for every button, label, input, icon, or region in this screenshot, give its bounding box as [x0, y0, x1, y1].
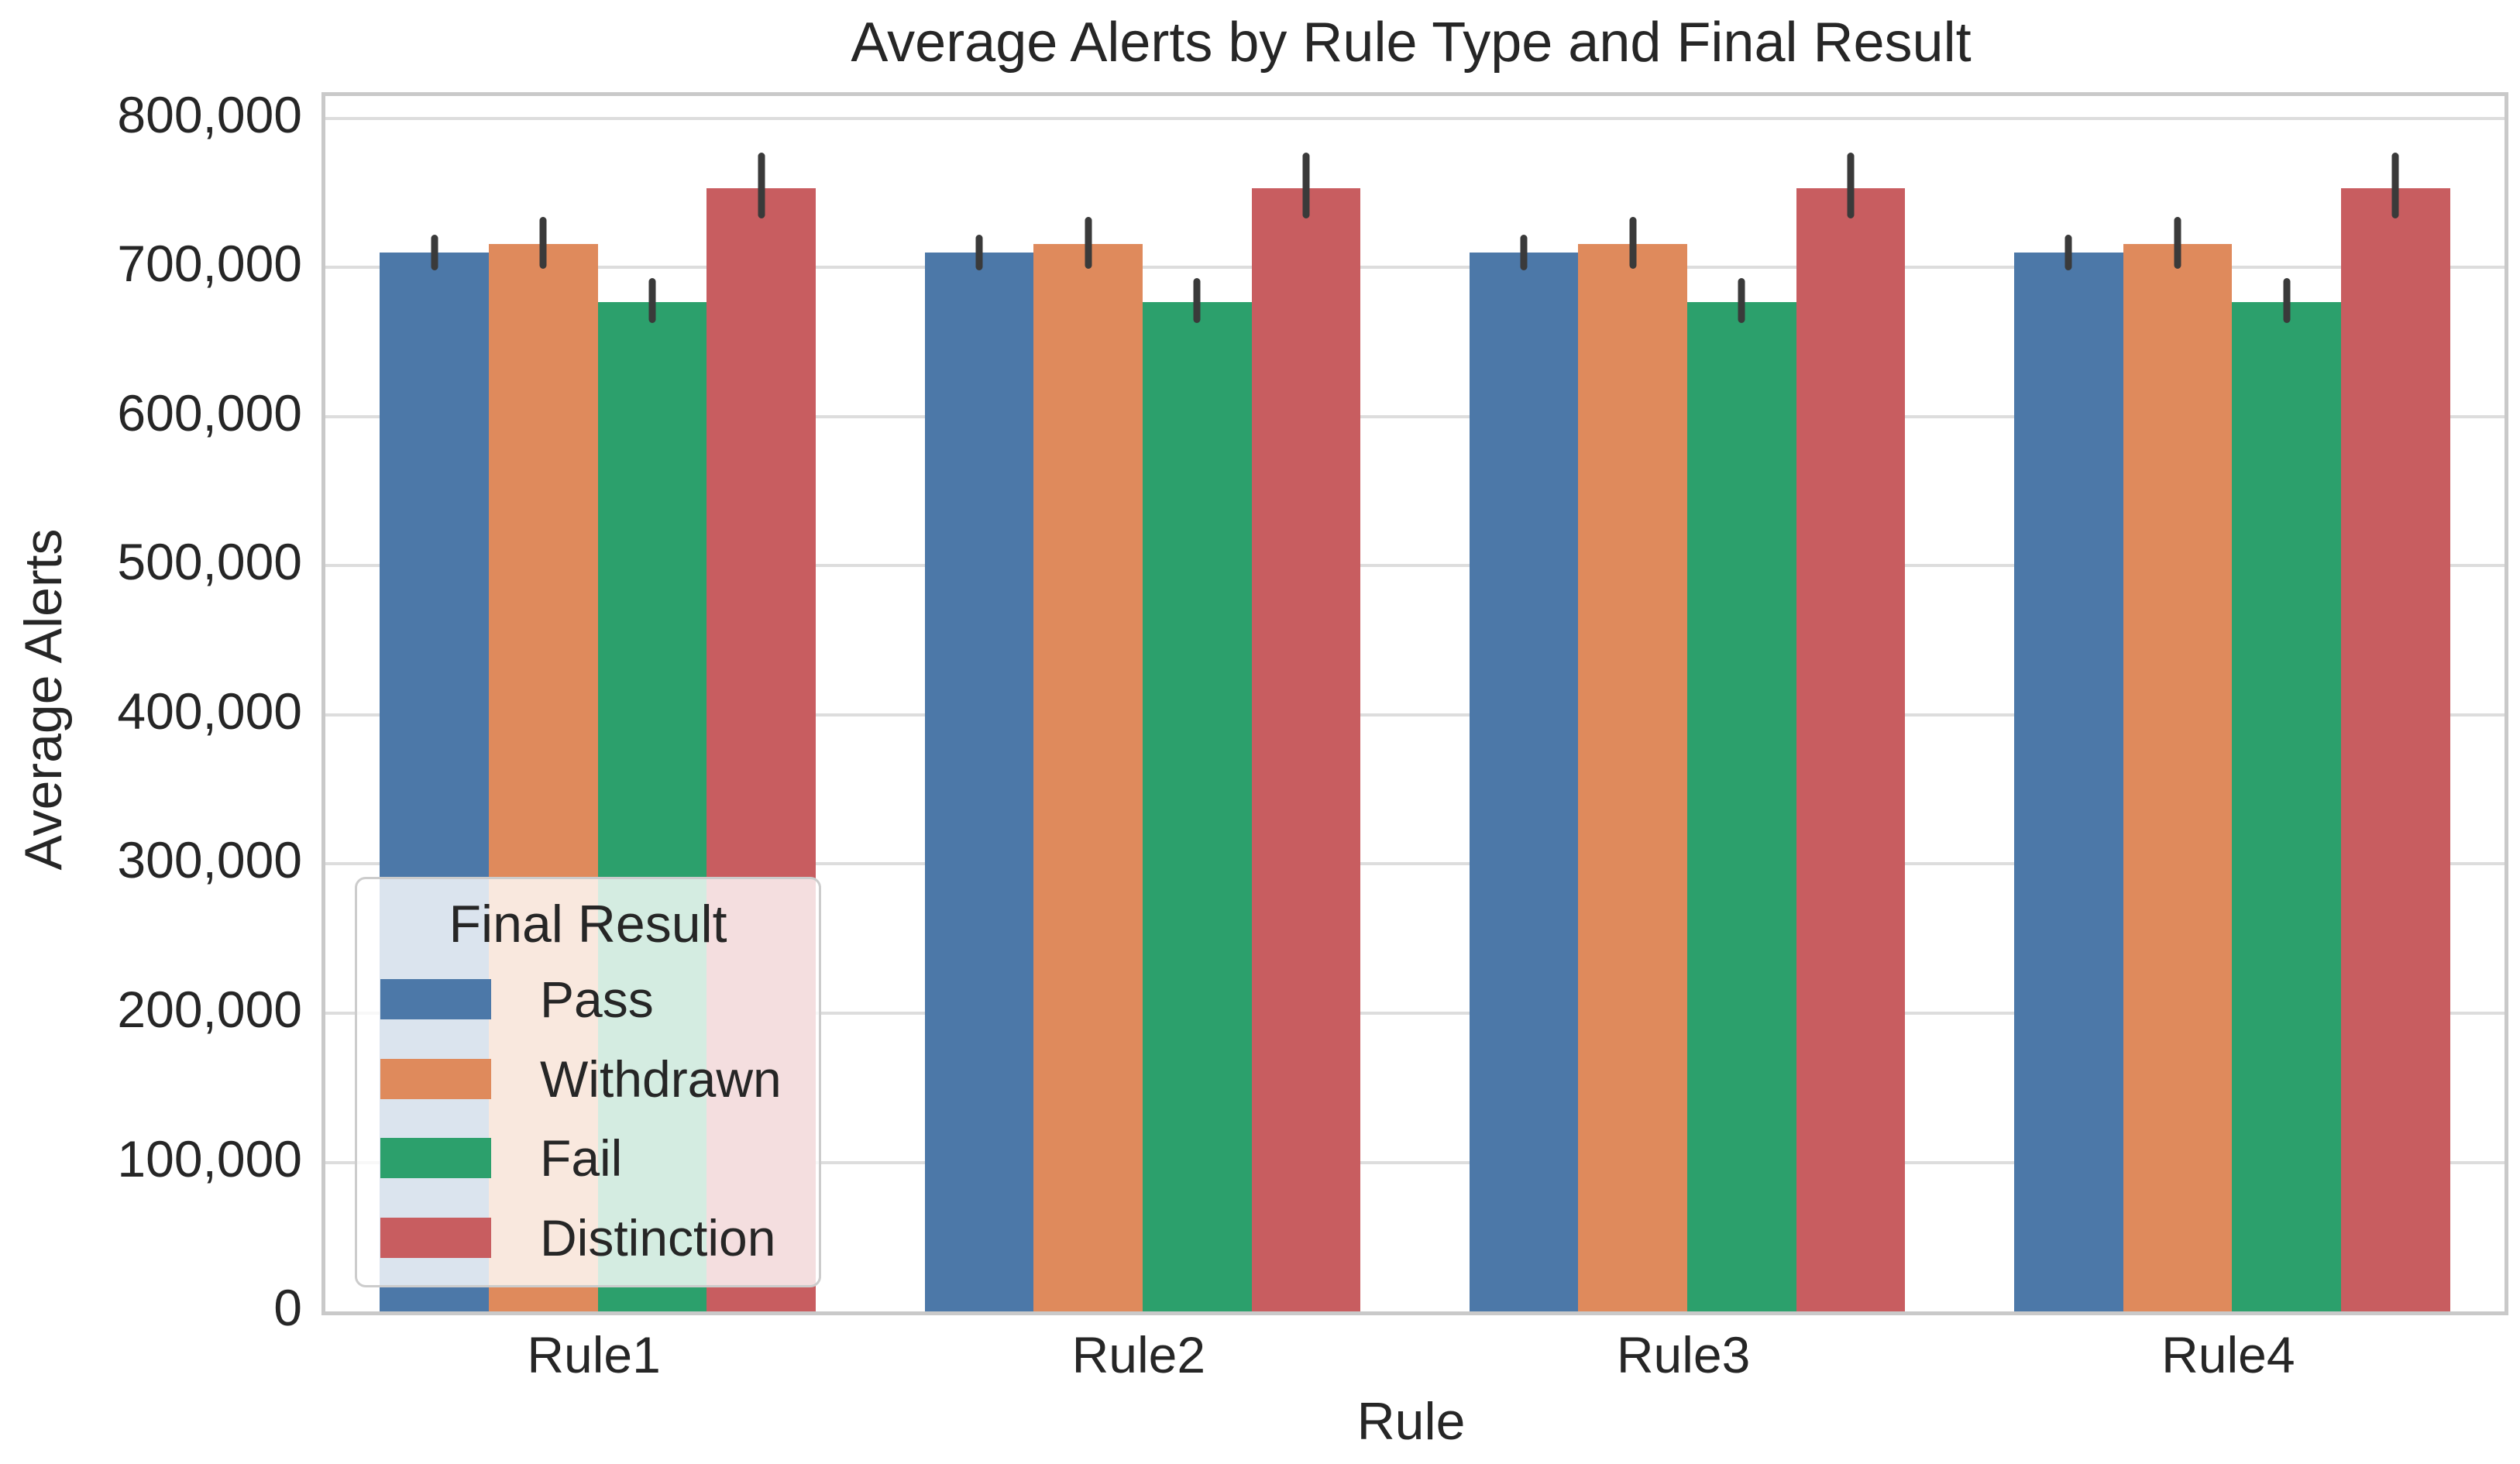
- gridline: [325, 1160, 2505, 1164]
- legend-label: Withdrawn: [540, 1050, 782, 1108]
- bar-rule4-pass: [2014, 253, 2123, 1311]
- bar-rule3-pass: [1469, 253, 1579, 1311]
- error-bar: [1085, 216, 1092, 270]
- chart-title: Average Alerts by Rule Type and Final Re…: [851, 12, 1972, 74]
- legend-item-pass: Pass: [357, 960, 819, 1040]
- y-tick-label: 0: [273, 1279, 302, 1336]
- bar-rule2-pass: [924, 253, 1034, 1311]
- legend-label: Pass: [540, 971, 654, 1029]
- gridline: [325, 266, 2505, 270]
- y-tick-label: 700,000: [117, 235, 302, 293]
- plot-area: Final Result Pass Withdrawn Fail Distinctio…: [321, 92, 2508, 1315]
- legend-item-distinction: Distinction: [357, 1198, 819, 1278]
- legend-swatch-withdrawn: [380, 1058, 491, 1099]
- x-tick-label-rule1: Rule1: [527, 1326, 661, 1383]
- error-bar: [648, 277, 656, 323]
- error-bar: [2064, 235, 2072, 271]
- error-bar: [1629, 216, 1637, 270]
- bar-rule3-withdrawn: [1578, 243, 1688, 1311]
- y-tick-label: 500,000: [117, 533, 302, 591]
- legend-item-withdrawn: Withdrawn: [357, 1040, 819, 1119]
- gridline: [325, 116, 2505, 120]
- error-bar: [431, 235, 438, 271]
- error-bar: [539, 216, 547, 270]
- y-tick-label: 100,000: [117, 1129, 302, 1187]
- legend: Final Result Pass Withdrawn Fail Distinctio…: [355, 877, 821, 1287]
- x-axis-label: Rule: [1356, 1392, 1466, 1451]
- gridline: [325, 1011, 2505, 1015]
- y-tick-label: 800,000: [117, 85, 302, 143]
- gridline: [325, 862, 2505, 866]
- y-tick-label: 600,000: [117, 383, 302, 442]
- legend-swatch-distinction: [380, 1217, 491, 1258]
- legend-title: Final Result: [449, 895, 727, 954]
- y-tick-labels: 0 100,000 200,000 300,000 400,000 500,000 600,…: [0, 85, 302, 1333]
- gridline: [325, 414, 2505, 418]
- x-tick-label-rule2: Rule2: [1071, 1326, 1206, 1383]
- x-tick-label-rule3: Rule3: [1616, 1326, 1751, 1383]
- y-tick-label: 200,000: [117, 980, 302, 1038]
- legend-swatch-pass: [380, 979, 491, 1020]
- bar-rule4-withdrawn: [2123, 243, 2233, 1311]
- legend-swatch-fail: [380, 1138, 491, 1179]
- error-bar: [1302, 153, 1310, 218]
- error-bar: [2283, 277, 2291, 323]
- bar-rule3-fail: [1687, 301, 1796, 1311]
- gridline: [325, 713, 2505, 717]
- legend-label: Distinction: [540, 1208, 776, 1266]
- legend-item-fail: Fail: [357, 1119, 819, 1198]
- bar-rule2-withdrawn: [1033, 243, 1143, 1311]
- error-bar: [2174, 216, 2181, 270]
- gridline: [325, 564, 2505, 568]
- error-bar: [975, 235, 983, 271]
- bar-rule3-distinction: [1796, 188, 1906, 1311]
- legend-label: Fail: [540, 1129, 623, 1187]
- legend-items: Pass Withdrawn Fail Distinction: [357, 960, 819, 1277]
- y-tick-label: 400,000: [117, 682, 302, 740]
- y-tick-label: 300,000: [117, 831, 302, 889]
- bar-rule2-fail: [1142, 301, 1252, 1311]
- bar-rule4-distinction: [2341, 188, 2450, 1311]
- error-bar: [2391, 153, 2399, 218]
- bar-rule4-fail: [2232, 301, 2342, 1311]
- error-bar: [1738, 277, 1745, 323]
- error-bar: [1520, 235, 1528, 271]
- error-bar: [758, 153, 765, 218]
- error-bar: [1847, 153, 1855, 218]
- x-tick-label-rule4: Rule4: [2161, 1326, 2295, 1383]
- error-bar: [1193, 277, 1201, 323]
- bar-rule2-distinction: [1251, 188, 1361, 1311]
- x-tick-labels: Rule1 Rule2 Rule3 Rule4: [321, 1329, 2501, 1391]
